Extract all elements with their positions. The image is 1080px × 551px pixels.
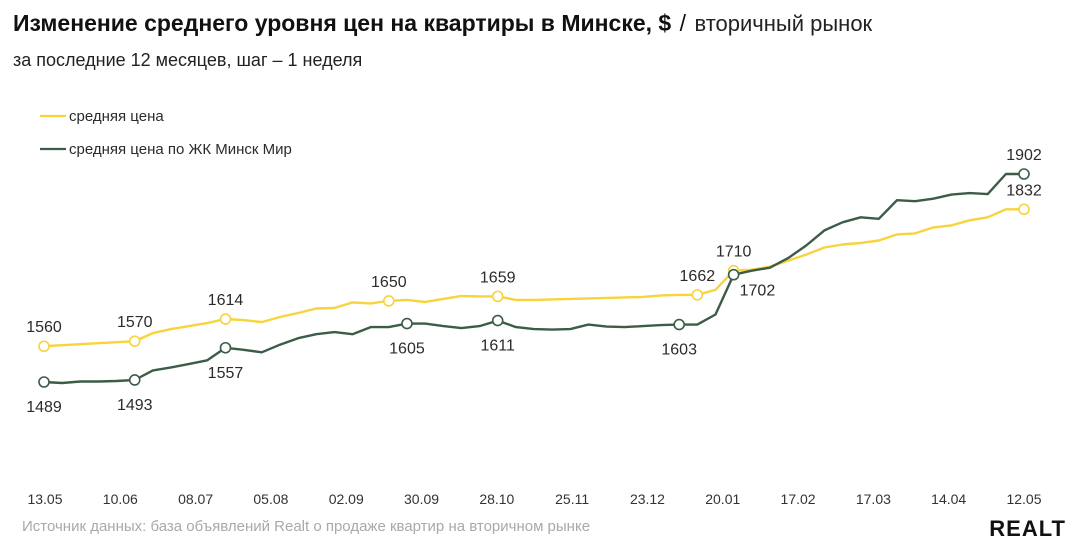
- data-label: 1702: [740, 283, 776, 300]
- series-line-0: [42, 208, 1026, 348]
- data-label: 1557: [208, 365, 244, 382]
- data-point-marker: [491, 290, 504, 303]
- data-source-note: Источник данных: база объявлений Realt о…: [22, 518, 591, 535]
- data-point-marker: [727, 268, 740, 281]
- chart-subtitle: за последние 12 месяцев, шаг – 1 неделя: [13, 50, 363, 70]
- data-point-marker: [219, 341, 232, 354]
- data-label: 1832: [1006, 182, 1042, 199]
- data-label: 1570: [117, 314, 153, 331]
- x-tick-label: 25.11: [555, 491, 589, 507]
- data-label: 1710: [716, 244, 752, 261]
- data-label: 1605: [389, 341, 425, 358]
- series-line-1: [42, 172, 1026, 385]
- x-tick-label: 02.09: [329, 491, 364, 507]
- chart-title-row: Изменение среднего уровня цен на квартир…: [13, 10, 872, 37]
- chart-title-suffix: вторичный рынок: [694, 11, 873, 36]
- data-point-marker: [128, 335, 141, 348]
- data-label: 1493: [117, 397, 153, 414]
- data-label: 1611: [481, 338, 516, 355]
- x-tick-label: 08.07: [178, 491, 213, 507]
- data-point-marker: [38, 376, 50, 388]
- data-label: 1560: [26, 319, 62, 336]
- x-tick-label: 10.06: [103, 491, 138, 507]
- data-point-marker: [1018, 203, 1030, 216]
- data-label: 1489: [26, 399, 62, 416]
- data-point-marker: [38, 340, 50, 353]
- x-tick-label: 17.02: [781, 491, 816, 507]
- x-tick-label: 20.01: [705, 491, 740, 507]
- legend-label-0: средняя цена: [69, 108, 164, 125]
- data-point-marker: [401, 317, 413, 330]
- x-tick-label: 30.09: [404, 491, 439, 507]
- data-label: 1662: [680, 268, 716, 285]
- chart-title: Изменение среднего уровня цен на квартир…: [13, 10, 672, 36]
- x-tick-label: 12.05: [1006, 491, 1041, 507]
- data-point-marker: [673, 318, 685, 331]
- data-point-marker: [383, 295, 395, 307]
- data-point-marker: [491, 314, 504, 327]
- x-tick-label: 23.12: [630, 491, 665, 507]
- data-point-marker: [1018, 168, 1030, 180]
- realt-logo: REALT: [989, 516, 1066, 541]
- x-tick-label: 17.03: [856, 491, 891, 507]
- legend-label-1: средняя цена по ЖК Минск Мир: [69, 141, 292, 158]
- x-tick-label: 05.08: [253, 491, 288, 507]
- data-point-marker: [128, 374, 141, 386]
- data-label: 1603: [661, 342, 697, 359]
- data-label: 1650: [371, 274, 407, 291]
- data-point-marker: [691, 289, 704, 301]
- x-tick-label: 14.04: [931, 491, 966, 507]
- x-tick-label: 13.05: [27, 491, 62, 507]
- title-slash: /: [679, 10, 687, 36]
- data-label: 1902: [1006, 147, 1042, 164]
- data-point-marker: [219, 313, 232, 325]
- data-label: 1659: [480, 269, 516, 286]
- data-label: 1614: [208, 292, 244, 309]
- x-tick-label: 28.10: [479, 491, 514, 507]
